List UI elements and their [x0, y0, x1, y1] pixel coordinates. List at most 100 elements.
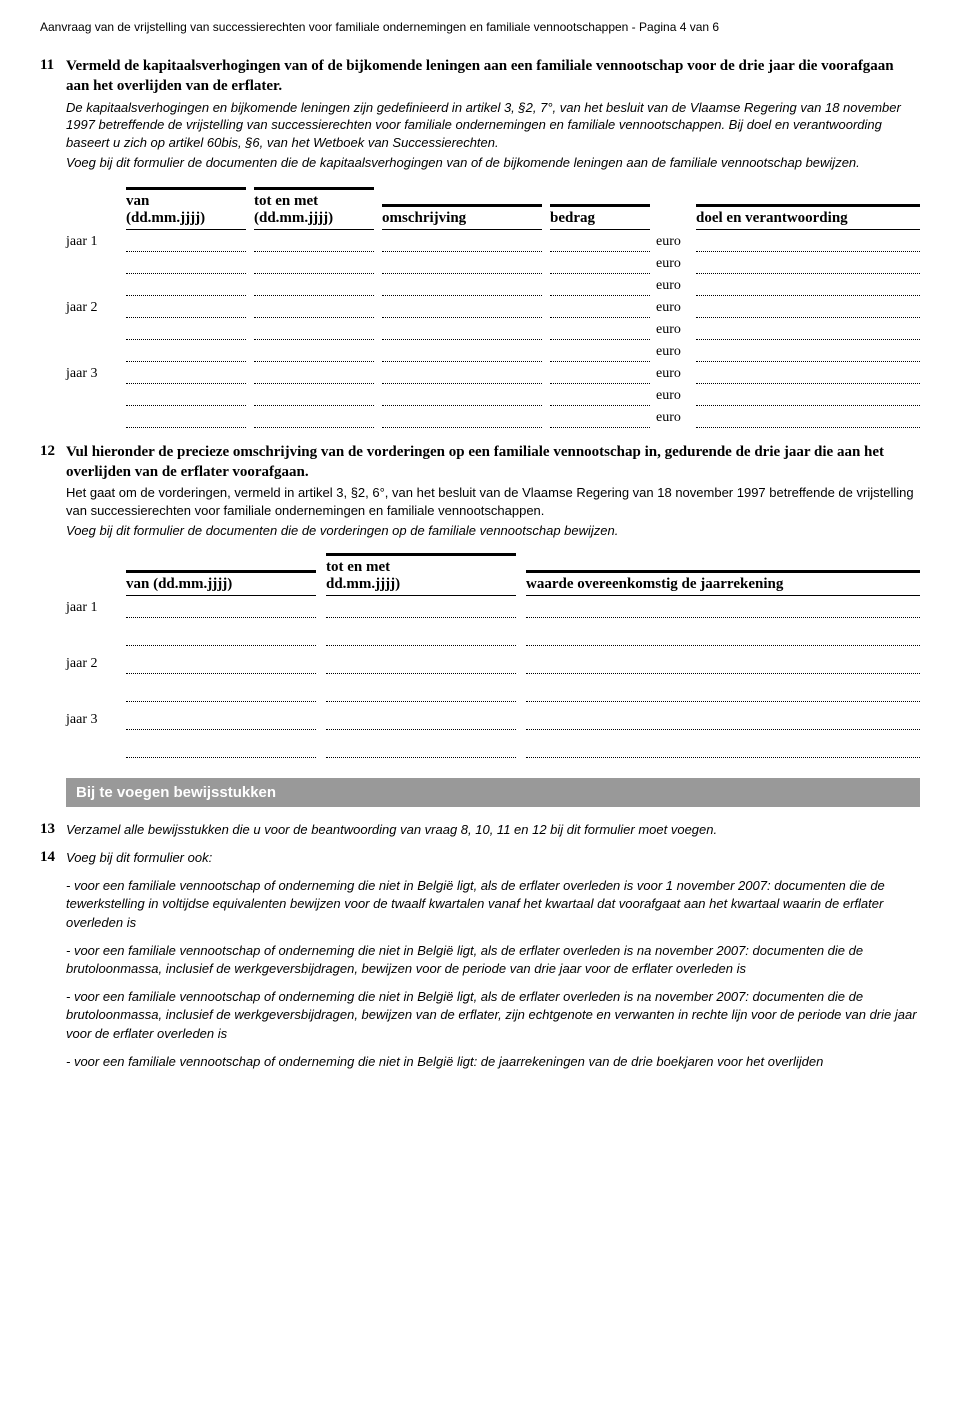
input-bedrag[interactable] [550, 252, 650, 274]
input-tot[interactable] [326, 596, 516, 618]
section-12-body: Vul hieronder de precieze omschrijving v… [66, 442, 920, 543]
input-tot[interactable] [326, 736, 516, 758]
input-van[interactable] [126, 340, 246, 362]
input-doel[interactable] [696, 384, 920, 406]
input-tot[interactable] [326, 708, 516, 730]
input-van[interactable] [126, 596, 316, 618]
table-row: jaar 3 [66, 708, 920, 730]
hdr-van-sub: (dd.mm.jjjj) [126, 210, 205, 226]
input-doel[interactable] [696, 230, 920, 252]
input-tot[interactable] [254, 406, 374, 428]
page: Aanvraag van de vrijstelling van success… [0, 0, 960, 1111]
euro-label: euro [656, 300, 696, 318]
euro-label: euro [656, 256, 696, 274]
section-12-note2: Voeg bij dit formulier de documenten die… [66, 522, 920, 540]
input-tot[interactable] [326, 680, 516, 702]
input-doel[interactable] [696, 274, 920, 296]
input-bedrag[interactable] [550, 296, 650, 318]
input-van[interactable] [126, 230, 246, 252]
table-row [66, 624, 920, 646]
input-tot[interactable] [254, 274, 374, 296]
input-oms[interactable] [382, 362, 542, 384]
input-van[interactable] [126, 652, 316, 674]
section-13-text: Verzamel alle bewijsstukken die u voor d… [66, 821, 920, 839]
input-tot[interactable] [326, 652, 516, 674]
input-tot[interactable] [254, 340, 374, 362]
table-row: euro [66, 318, 920, 340]
input-oms[interactable] [382, 296, 542, 318]
input-doel[interactable] [696, 406, 920, 428]
table-row: euro [66, 340, 920, 362]
input-oms[interactable] [382, 340, 542, 362]
input-van[interactable] [126, 252, 246, 274]
input-bedrag[interactable] [550, 340, 650, 362]
year-label: jaar 1 [66, 234, 126, 252]
input-van[interactable] [126, 274, 246, 296]
year-label: jaar 1 [66, 600, 126, 618]
input-van[interactable] [126, 680, 316, 702]
input-waarde[interactable] [526, 624, 920, 646]
input-van[interactable] [126, 318, 246, 340]
table-row [66, 736, 920, 758]
input-van[interactable] [126, 624, 316, 646]
bullet-item: - voor een familiale vennootschap of ond… [66, 877, 920, 932]
table-row: jaar 3 euro [66, 362, 920, 384]
input-waarde[interactable] [526, 652, 920, 674]
input-bedrag[interactable] [550, 406, 650, 428]
input-doel[interactable] [696, 362, 920, 384]
euro-label: euro [656, 278, 696, 296]
input-waarde[interactable] [526, 596, 920, 618]
euro-label: euro [656, 344, 696, 362]
input-doel[interactable] [696, 340, 920, 362]
input-oms[interactable] [382, 318, 542, 340]
input-tot[interactable] [254, 318, 374, 340]
input-van[interactable] [126, 296, 246, 318]
input-oms[interactable] [382, 230, 542, 252]
input-oms[interactable] [382, 406, 542, 428]
year-label: jaar 3 [66, 712, 126, 730]
table-12-header-row: van (dd.mm.jjjj) tot en met dd.mm.jjjj) … [66, 553, 920, 596]
input-bedrag[interactable] [550, 230, 650, 252]
bullet-item: - voor een familiale vennootschap of ond… [66, 942, 920, 978]
input-waarde[interactable] [526, 708, 920, 730]
input-van[interactable] [126, 384, 246, 406]
input-doel[interactable] [696, 296, 920, 318]
table-row [66, 680, 920, 702]
input-bedrag[interactable] [550, 274, 650, 296]
input-van[interactable] [126, 708, 316, 730]
table-row: euro [66, 252, 920, 274]
table-row: jaar 1 euro [66, 230, 920, 252]
euro-label: euro [656, 366, 696, 384]
input-tot[interactable] [326, 624, 516, 646]
section-14-body: Voeg bij dit formulier ook: - voor een f… [66, 849, 920, 1071]
input-bedrag[interactable] [550, 362, 650, 384]
input-oms[interactable] [382, 274, 542, 296]
input-waarde[interactable] [526, 736, 920, 758]
input-tot[interactable] [254, 252, 374, 274]
hdr-tot: tot en met [254, 193, 318, 209]
input-tot[interactable] [254, 384, 374, 406]
input-bedrag[interactable] [550, 384, 650, 406]
input-tot[interactable] [254, 230, 374, 252]
input-tot[interactable] [254, 362, 374, 384]
input-bedrag[interactable] [550, 318, 650, 340]
section-11-number: 11 [40, 56, 66, 175]
input-van[interactable] [126, 736, 316, 758]
table-11-header-row: van (dd.mm.jjjj) tot en met (dd.mm.jjjj)… [66, 187, 920, 230]
input-waarde[interactable] [526, 680, 920, 702]
input-van[interactable] [126, 362, 246, 384]
input-oms[interactable] [382, 252, 542, 274]
section-11-note1: De kapitaalsverhogingen en bijkomende le… [66, 99, 920, 152]
table-row: euro [66, 274, 920, 296]
input-doel[interactable] [696, 252, 920, 274]
hdr-van: van [126, 193, 149, 209]
hdr12-tot-sub: dd.mm.jjjj) [326, 576, 400, 592]
input-doel[interactable] [696, 318, 920, 340]
section-13: 13 Verzamel alle bewijsstukken die u voo… [40, 821, 920, 839]
input-tot[interactable] [254, 296, 374, 318]
hdr-oms: omschrijving [382, 204, 542, 230]
input-van[interactable] [126, 406, 246, 428]
section-11: 11 Vermeld de kapitaalsverhogingen van o… [40, 56, 920, 175]
input-oms[interactable] [382, 384, 542, 406]
hdr-tot-sub: (dd.mm.jjjj) [254, 210, 333, 226]
